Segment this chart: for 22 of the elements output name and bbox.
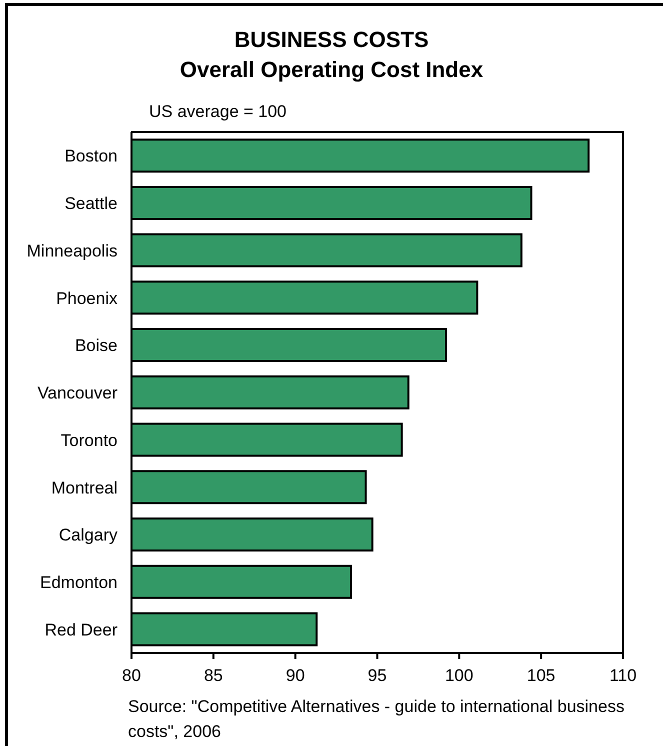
y-tick-label: Seattle <box>64 194 118 214</box>
x-tick-label: 95 <box>368 666 387 686</box>
y-tick-label: Montreal <box>51 478 118 498</box>
text: US average = 100 <box>149 101 287 123</box>
y-tick-label: Toronto <box>60 430 118 450</box>
y-tick-label: Phoenix <box>56 288 118 308</box>
x-tick-label: 85 <box>204 666 223 686</box>
chart-title: BUSINESS COSTS <box>233 26 430 54</box>
chart-subtitle: Overall Operating Cost Index <box>178 56 484 84</box>
y-tick-label: Red Deer <box>44 620 118 640</box>
x-tick-label: 90 <box>286 666 305 686</box>
x-tick-label: 80 <box>122 666 141 686</box>
y-tick-label: Edmonton <box>40 572 118 592</box>
x-tick-label: 100 <box>444 666 474 686</box>
source-note: Source: "Competitive Alternatives - guide to international business costs", 2006 <box>128 696 626 743</box>
x-tick-label: 105 <box>526 666 556 686</box>
y-tick-label: Minneapolis <box>26 241 118 260</box>
y-tick-label: Boise <box>74 336 118 356</box>
y-tick-label: Boston <box>64 146 118 166</box>
y-tick-label: Vancouver <box>37 384 118 403</box>
y-tick-label: Calgary <box>58 526 118 545</box>
x-tick-label: 110 <box>609 666 637 686</box>
